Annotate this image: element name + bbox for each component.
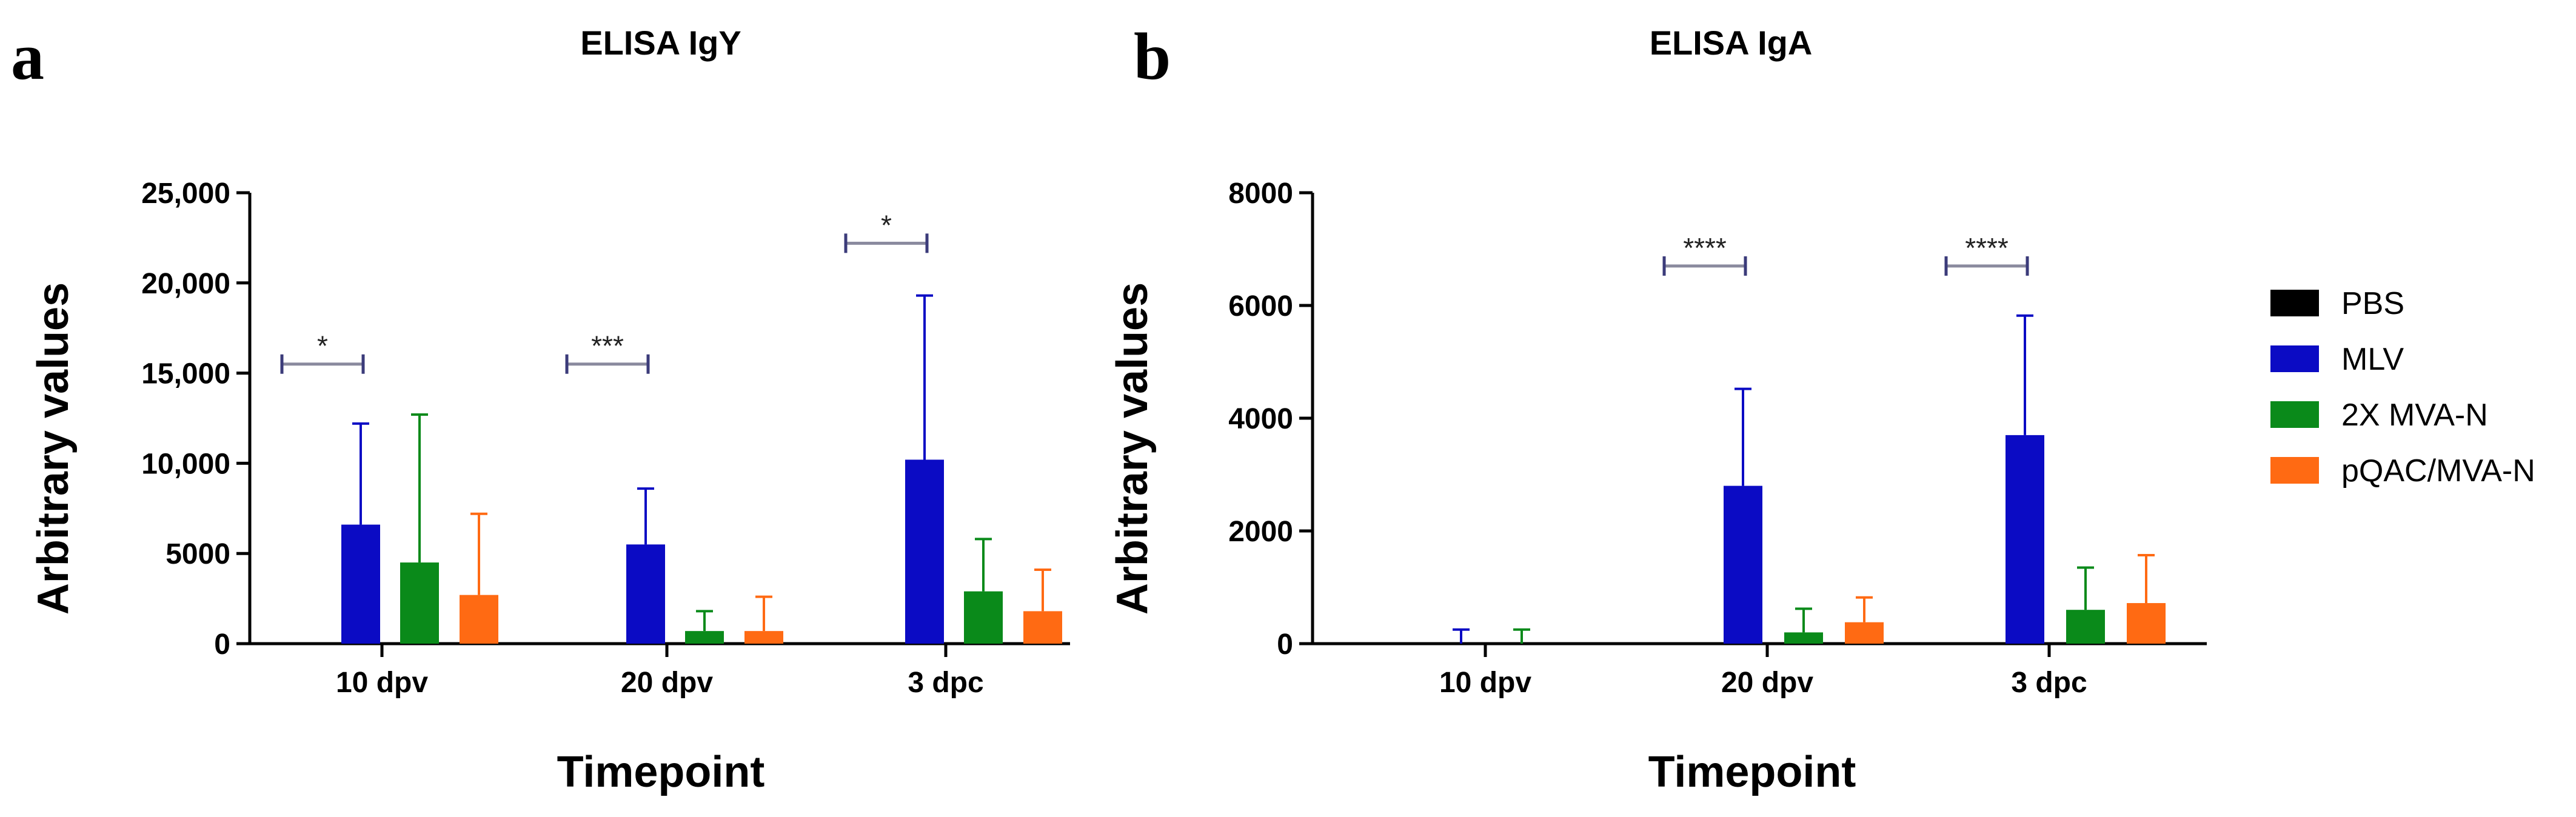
- panel-a-ytick-label: 10,000: [141, 448, 230, 480]
- panel-a-ytick-label: 5000: [166, 538, 230, 570]
- panel-b-sig-label: ****: [1683, 232, 1727, 264]
- legend-label: MLV: [2341, 342, 2404, 377]
- panel-a-xtick-label: 20 dpv: [621, 667, 713, 699]
- panel-b-bar-2x-mva-n: [2066, 610, 2105, 644]
- legend-swatch: [2270, 457, 2319, 484]
- panel-a-title: ELISA IgY: [580, 24, 741, 62]
- panel-b-xtick-label: 20 dpv: [1721, 667, 1813, 699]
- panel-b-bar-pqac-mva-n: [1845, 622, 1884, 644]
- panel-a-bar-2x-mva-n: [685, 631, 724, 644]
- panel-b-ytick-label: 0: [1277, 629, 1293, 661]
- panel-b-xtick-label: 3 dpc: [2011, 667, 2087, 699]
- legend-label: pQAC/MVA-N: [2341, 453, 2535, 489]
- panel-b-ylabel: Arbitrary values: [1108, 282, 1157, 615]
- panel-a-ylabel: Arbitrary values: [29, 282, 78, 615]
- panel-a-letter: a: [11, 19, 44, 93]
- panel-b-sig-label: ****: [1965, 232, 2009, 264]
- legend-label: PBS: [2341, 286, 2404, 321]
- panel-b-bar-mlv: [1724, 485, 1762, 644]
- panel-b-ytick-label: 6000: [1228, 290, 1293, 322]
- panel-a-sig-label: *: [881, 209, 892, 241]
- panel-a-bar-pqac-mva-n: [1023, 611, 1062, 644]
- panel-a-bar-mlv: [341, 524, 380, 644]
- panel-b-ytick-label: 4000: [1228, 403, 1293, 435]
- panel-a-ytick-label: 20,000: [141, 268, 230, 300]
- panel-a-xtick-label: 3 dpc: [908, 667, 983, 699]
- panel-a-xlabel: Timepoint: [557, 748, 765, 796]
- panel-a-xtick-label: 10 dpv: [336, 667, 428, 699]
- panel-b-xlabel: Timepoint: [1648, 748, 1856, 796]
- panel-b-ytick-label: 2000: [1228, 516, 1293, 548]
- legend-label: 2X MVA-N: [2341, 398, 2488, 433]
- panel-a-sig-label: ***: [591, 330, 624, 362]
- legend-swatch: [2270, 345, 2319, 372]
- panel-b-ytick-label: 8000: [1228, 178, 1293, 210]
- panel-a-ytick-label: 0: [214, 629, 230, 661]
- panel-a-bar-mlv: [626, 544, 665, 644]
- panel-a-ytick-label: 15,000: [141, 358, 230, 390]
- legend: PBS MLV 2X MVA-N pQAC/MVA-N: [2270, 286, 2535, 489]
- panel-a-bar-pqac-mva-n: [460, 595, 498, 644]
- panel-a-bar-2x-mva-n: [400, 562, 439, 644]
- panel-a-bar-pqac-mva-n: [744, 631, 783, 644]
- panel-a-ytick-label: 25,000: [141, 178, 230, 210]
- panel-a-bar-2x-mva-n: [964, 591, 1003, 644]
- legend-swatch: [2270, 401, 2319, 428]
- panel-b: b ELISA IgA Arbitrary values Timepoint 0…: [1108, 19, 2207, 796]
- legend-swatch: [2270, 290, 2319, 316]
- panel-b-plot: 0 2000 4000 6000 8000 10 dpv 20 dpv 3 dpc **** **…: [1228, 178, 2207, 699]
- panel-a: a ELISA IgY Arbitrary values Timepoint 0…: [11, 19, 1070, 796]
- panel-b-title: ELISA IgA: [1650, 24, 1813, 62]
- panel-a-sig-label: *: [317, 330, 328, 362]
- panel-b-xtick-label: 10 dpv: [1439, 667, 1531, 699]
- panel-a-bar-mlv: [905, 459, 944, 644]
- panel-b-bar-pqac-mva-n: [2127, 603, 2166, 644]
- panel-b-letter: b: [1134, 19, 1171, 93]
- panel-a-plot: 0 5000 10,000 15,000 20,000 25,000 10 dpv 20 dp…: [141, 178, 1070, 699]
- panel-b-bar-2x-mva-n: [1784, 632, 1823, 644]
- panel-b-bar-mlv: [2006, 435, 2044, 644]
